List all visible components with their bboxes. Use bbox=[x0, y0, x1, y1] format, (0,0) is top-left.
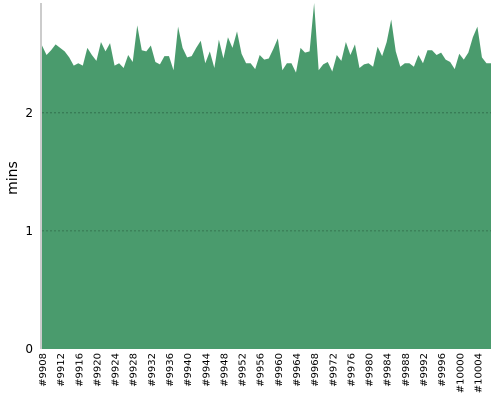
x-tick-label: #9996 bbox=[437, 353, 448, 387]
x-tick-label: #9960 bbox=[274, 353, 285, 387]
x-tick-label: #9984 bbox=[383, 353, 394, 387]
x-tick-label: #9936 bbox=[165, 353, 176, 387]
x-tick-label: #9992 bbox=[419, 353, 430, 387]
x-tick-label: #9924 bbox=[111, 353, 122, 387]
x-tick-label: #9972 bbox=[328, 353, 339, 387]
x-tick-label: #9956 bbox=[256, 353, 267, 387]
x-tick-label: #9948 bbox=[219, 353, 230, 387]
x-tick-label: #9952 bbox=[238, 353, 249, 387]
x-tick-label: #9980 bbox=[365, 353, 376, 387]
x-tick-label: #9940 bbox=[183, 353, 194, 387]
area bbox=[42, 3, 491, 349]
x-tick-label: #9932 bbox=[147, 353, 158, 387]
x-tick-label: #9964 bbox=[292, 353, 303, 387]
x-tick-label: #9976 bbox=[346, 353, 357, 387]
y-tick-label: 0 bbox=[25, 342, 33, 356]
y-tick-label: 2 bbox=[25, 106, 33, 120]
x-tick-label: #9944 bbox=[201, 353, 212, 387]
x-tick-label: #9912 bbox=[56, 353, 67, 387]
x-tick-label: #9920 bbox=[92, 353, 103, 387]
y-tick-label: 1 bbox=[25, 224, 33, 238]
x-tick-label: #9968 bbox=[310, 353, 321, 387]
x-tick-label: #10000 bbox=[455, 353, 466, 393]
x-tick-label: #9928 bbox=[129, 353, 140, 387]
x-tick-label: #9988 bbox=[401, 353, 412, 387]
x-tick-label: #9916 bbox=[74, 353, 85, 387]
y-axis-label: mins bbox=[5, 161, 21, 195]
x-tick-label: #10004 bbox=[473, 353, 484, 393]
x-tick-label: #9908 bbox=[38, 353, 49, 387]
